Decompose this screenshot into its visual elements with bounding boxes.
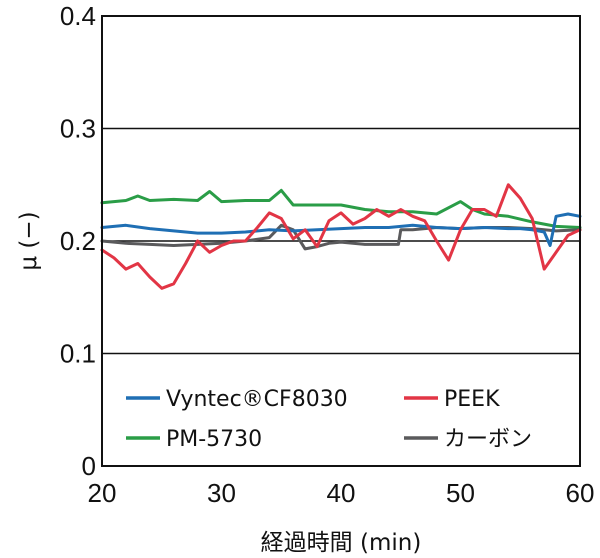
x-tick-label: 60: [566, 478, 595, 508]
y-tick-labels: 0 0.1 0.2 0.3 0.4: [60, 1, 96, 481]
legend-label-2: PM-5730: [166, 427, 262, 452]
x-tick-label: 50: [446, 478, 475, 508]
legend-label-1: PEEK: [444, 387, 500, 412]
x-tick-labels: 20 30 40 50 60: [88, 478, 595, 508]
series-line-0: [100, 212, 582, 247]
legend-label-3: カーボン: [444, 427, 532, 452]
x-tick-label: 40: [327, 478, 356, 508]
y-tick-label: 0.1: [60, 339, 96, 369]
y-tick-label: 0.2: [60, 226, 96, 256]
y-tick-label: 0: [82, 451, 96, 481]
legend-label-0: Vyntec®CF8030: [166, 387, 348, 412]
legend: Vyntec®CF8030 PEEK PM-5730 カーボン: [126, 387, 532, 452]
x-tick-label: 30: [207, 478, 236, 508]
series-lines: [100, 183, 582, 290]
y-axis-title: μ (−): [16, 211, 42, 270]
x-tick-label: 20: [88, 478, 117, 508]
series-line-1: [100, 183, 582, 290]
plot-frame: [101, 15, 581, 467]
y-tick-label: 0.3: [60, 114, 96, 144]
y-tick-label: 0.4: [60, 1, 96, 31]
x-axis-title: 経過時間 (min): [261, 530, 422, 556]
series-line-2: [100, 188, 582, 229]
